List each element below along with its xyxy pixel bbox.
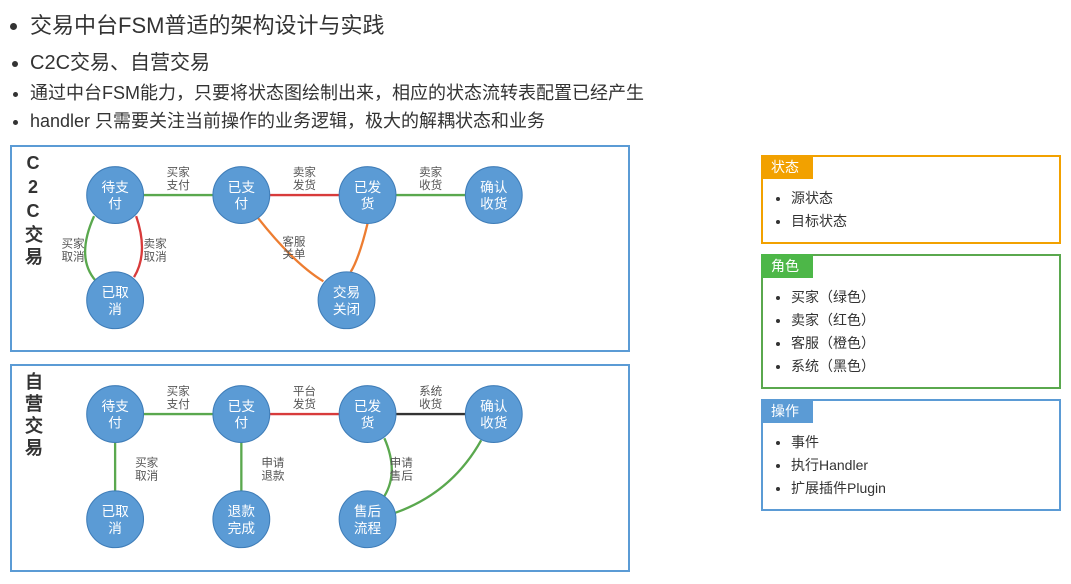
legend-item: 事件 (791, 432, 1059, 452)
fsm-svg: 买家支付平台发货系统收货买家取消申请退款申请售后 待支 付 已支 付 已发 货 … (52, 372, 620, 561)
svg-text:已支: 已支 (228, 180, 256, 195)
edge-label: 买家 (167, 165, 191, 179)
state-node-pay: 待支 付 (87, 167, 144, 224)
edge-label: 申请 (390, 457, 414, 470)
svg-text:已发: 已发 (354, 180, 382, 195)
state-node-pay: 待支 付 (87, 386, 144, 443)
state-node-ship: 已发 货 (339, 167, 396, 224)
svg-text:交易: 交易 (333, 284, 360, 300)
svg-text:待支: 待支 (101, 399, 129, 414)
svg-text:关闭: 关闭 (333, 302, 360, 317)
edge-label: 卖家 (144, 237, 168, 251)
edge-label: 支付 (167, 179, 191, 192)
fsm-panel-1: 自营交易 买家支付平台发货系统收货买家取消申请退款申请售后 待支 付 已支 付 … (10, 364, 630, 571)
legend-box-0: 状态 源状态目标状态 (761, 155, 1061, 244)
state-node-clos: 交易 关闭 (318, 272, 375, 329)
state-node-cncl: 已取 消 (87, 272, 144, 329)
svg-text:售后: 售后 (354, 504, 382, 519)
edge-label: 系统 (419, 385, 443, 398)
svg-text:付: 付 (235, 197, 249, 212)
svg-text:待支: 待支 (101, 180, 129, 195)
edge-label: 买家 (167, 384, 191, 398)
state-node-ship: 已发 货 (339, 386, 396, 443)
edge-label: 卖家 (293, 165, 317, 179)
edge-pay-cncl (134, 216, 142, 277)
edge-label: 申请 (261, 457, 285, 470)
svg-text:已支: 已支 (228, 399, 256, 414)
state-node-cncl: 已取 消 (87, 491, 144, 548)
bullet-l1: 交易中台FSM普适的架构设计与实践 (30, 8, 1071, 40)
svg-text:消: 消 (108, 521, 122, 536)
edge-label: 收货 (419, 397, 442, 411)
legend-box-2: 操作 事件执行Handler 扩展插件Plugin (761, 399, 1061, 511)
svg-text:已取: 已取 (101, 504, 129, 519)
svg-text:完成: 完成 (228, 521, 256, 536)
legend-item: 执行Handler (791, 455, 1059, 475)
edge-ship-clos (351, 223, 368, 271)
edge-label: 卖家 (419, 165, 443, 179)
state-node-paid: 已支 付 (213, 386, 270, 443)
state-node-rfnd: 退款 完成 (213, 491, 270, 548)
fsm-svg: 买家支付卖家发货卖家收货卖家取消买家取消客服关单 待支 付 已支 付 已发 货 … (52, 153, 620, 342)
svg-text:确认: 确认 (480, 399, 508, 414)
svg-text:付: 付 (235, 416, 249, 431)
svg-text:已发: 已发 (354, 399, 382, 414)
svg-text:收货: 收货 (480, 415, 507, 431)
edge-label: 关单 (282, 247, 305, 261)
legend-item: 买家（绿色） (791, 287, 1059, 307)
state-node-aftr: 售后 流程 (339, 491, 396, 548)
state-node-recv: 确认 收货 (465, 386, 522, 443)
legend-item: 扩展插件Plugin (791, 478, 1059, 498)
legend-title: 操作 (761, 399, 813, 423)
bullet-l2: C2C交易、自营交易 (30, 46, 1071, 75)
panel-title: C2C交易 (20, 153, 52, 342)
svg-text:消: 消 (108, 302, 122, 317)
svg-text:已取: 已取 (101, 285, 129, 300)
edge-label: 退款 (261, 469, 285, 483)
edge-label: 收货 (419, 178, 442, 192)
edge-label: 取消 (144, 249, 167, 263)
state-node-paid: 已支 付 (213, 167, 270, 224)
edge-label: 买家 (135, 456, 159, 470)
legend-title: 状态 (761, 155, 813, 179)
edge-pay-cncl (85, 216, 96, 281)
panel-title: 自营交易 (20, 372, 52, 561)
svg-text:付: 付 (108, 197, 122, 212)
legend-item: 客服（橙色） (791, 333, 1059, 353)
svg-text:货: 货 (361, 415, 375, 431)
bullet-l3b: handler 只需要关注当前操作的业务逻辑，极大的解耦状态和业务 (30, 107, 1071, 133)
edge-label: 发货 (293, 397, 316, 411)
legend-item: 卖家（红色） (791, 310, 1059, 330)
svg-text:确认: 确认 (480, 180, 508, 195)
svg-text:收货: 收货 (480, 196, 507, 212)
svg-text:流程: 流程 (354, 521, 382, 536)
legend-item: 源状态 (791, 188, 1059, 208)
edge-label: 取消 (135, 469, 158, 483)
edge-label: 平台 (293, 384, 316, 398)
legend-title: 角色 (761, 254, 813, 278)
bullet-l3a: 通过中台FSM能力，只要将状态图绘制出来，相应的状态流转表配置已经产生 (30, 79, 1071, 105)
svg-text:退款: 退款 (228, 504, 256, 519)
edge-label: 售后 (390, 469, 414, 483)
edge-label: 买家 (61, 237, 85, 251)
edge-label: 取消 (61, 249, 84, 263)
edge-label: 发货 (293, 178, 316, 192)
state-node-recv: 确认 收货 (465, 167, 522, 224)
fsm-diagrams: C2C交易 买家支付卖家发货卖家收货卖家取消买家取消客服关单 待支 付 已支 付… (10, 145, 630, 584)
svg-text:付: 付 (108, 416, 122, 431)
outline-bullets: 交易中台FSM普适的架构设计与实践 C2C交易、自营交易 通过中台FSM能力，只… (0, 0, 1071, 133)
edge-label: 支付 (167, 398, 191, 411)
svg-text:货: 货 (361, 196, 375, 212)
legend-item: 系统（黑色） (791, 356, 1059, 376)
legend-column: 状态 源状态目标状态 角色 买家（绿色） 卖家（红色） 客服（橙色） 系统（黑色） 操… (761, 145, 1061, 511)
edge-label: 客服 (282, 235, 306, 249)
fsm-panel-0: C2C交易 买家支付卖家发货卖家收货卖家取消买家取消客服关单 待支 付 已支 付… (10, 145, 630, 352)
legend-item: 目标状态 (791, 211, 1059, 231)
legend-box-1: 角色 买家（绿色） 卖家（红色） 客服（橙色） 系统（黑色） (761, 254, 1061, 389)
